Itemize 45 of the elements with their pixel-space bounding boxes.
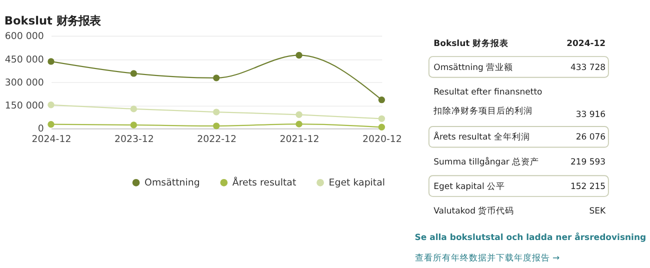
category-label: Summa tillgångar 总资产 xyxy=(434,156,540,168)
y-tick-label: 600 000 xyxy=(4,31,44,42)
x-tick-label: 2021-12 xyxy=(280,134,320,146)
point xyxy=(48,102,54,108)
text: 26 076 xyxy=(576,132,606,143)
point xyxy=(296,111,302,118)
y-tick-label: 300 000 xyxy=(4,77,44,88)
point xyxy=(48,58,54,65)
x-tick-label: 2023-12 xyxy=(114,134,154,146)
point xyxy=(130,106,138,112)
point xyxy=(213,74,220,82)
point xyxy=(130,122,138,128)
text: 查看所有年终数据并下载年度报告 → xyxy=(414,252,560,264)
y-tick-label: 150 000 xyxy=(4,100,44,112)
category-label: Bokslut 财务报表 xyxy=(434,38,510,50)
category-label: Valutakod 货币代码 xyxy=(434,205,514,216)
text: 433 728 xyxy=(570,62,606,73)
legend-label: Omsättning xyxy=(144,177,200,188)
category-label: Årets resultat 全年利润 xyxy=(434,132,530,143)
chart-title: Bokslut 财务报表 xyxy=(4,13,102,28)
legend-label: Årets resultat xyxy=(232,176,296,188)
point xyxy=(378,124,386,130)
point xyxy=(296,120,302,128)
text: SEK xyxy=(589,206,606,216)
text: 2024-12 xyxy=(566,39,606,50)
point xyxy=(378,115,386,122)
x-tick-label: 2024-12 xyxy=(32,134,72,146)
point xyxy=(48,121,54,128)
point xyxy=(213,122,220,130)
point xyxy=(296,52,302,59)
x-tick-label: 2020-12 xyxy=(362,134,402,146)
y-tick-label: 0 xyxy=(38,124,44,135)
text: 33 916 xyxy=(576,110,606,120)
category-label: Resultat efter finansnetto 扣除净财务项目后的利润 xyxy=(432,87,542,116)
text: 219 593 xyxy=(570,157,606,168)
text: Se alla bokslutstal och ladda ner årsredovisning xyxy=(414,232,646,243)
point xyxy=(213,108,220,116)
text: 152 215 xyxy=(570,182,606,192)
y-tick-label: 450 000 xyxy=(4,54,44,66)
category-label: Eget kapital 公平 xyxy=(434,180,506,192)
x-tick-label: 2022-12 xyxy=(197,134,237,146)
legend-label: Eget kapital xyxy=(328,177,386,188)
category-label: Omsättning 营业额 xyxy=(434,62,514,73)
point xyxy=(378,96,386,104)
point xyxy=(130,70,138,77)
